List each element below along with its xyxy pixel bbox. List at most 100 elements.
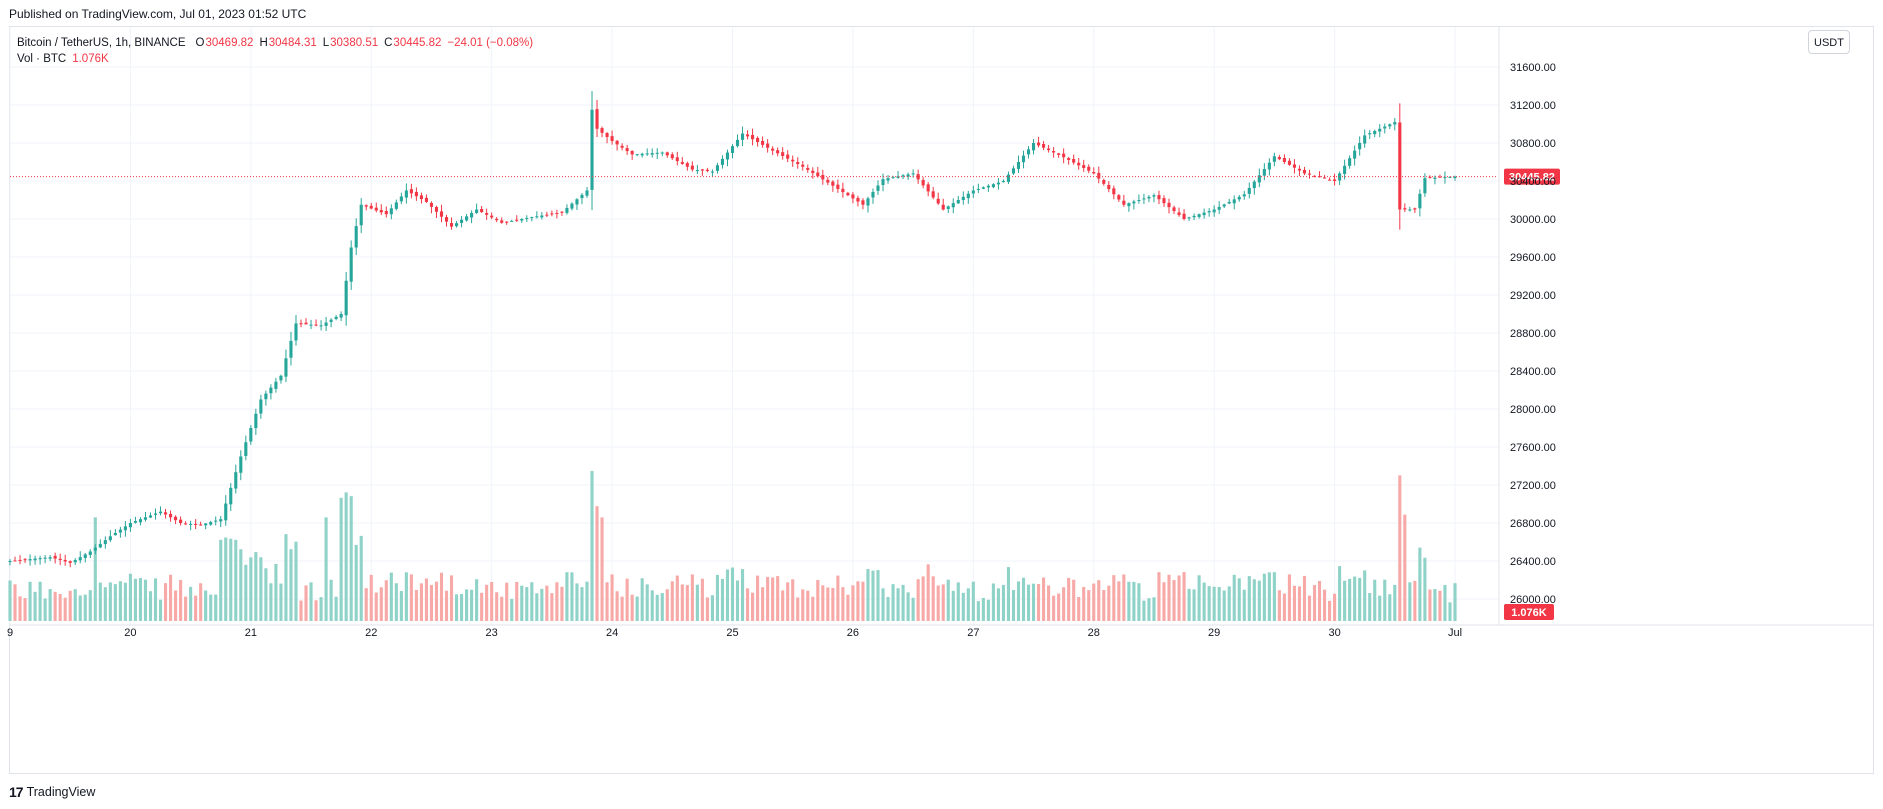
candle-body — [781, 152, 785, 156]
candle-body — [68, 561, 72, 563]
candle-body — [299, 323, 303, 325]
candle-body — [901, 175, 905, 177]
published-caption: Published on TradingView.com, Jul 01, 20… — [9, 7, 307, 21]
currency-button[interactable]: USDT — [1808, 30, 1850, 54]
candle-body — [319, 325, 323, 327]
high-value: 30484.31 — [268, 37, 317, 49]
volume-bar — [665, 589, 669, 621]
volume-bar — [38, 581, 42, 621]
candle-body — [38, 558, 42, 560]
candle-body — [379, 209, 383, 213]
volume-bar — [1142, 600, 1146, 621]
candle-body — [1433, 177, 1437, 179]
volume-bar — [470, 589, 474, 621]
volume-bar — [986, 599, 990, 621]
candle-body — [1343, 165, 1347, 175]
volume-bar — [991, 583, 995, 621]
candle-body — [801, 164, 805, 167]
volume-bar — [1247, 576, 1251, 621]
candle-body — [244, 442, 248, 456]
candle-body — [745, 134, 750, 137]
volume-bar — [53, 591, 57, 621]
volume-bar — [720, 578, 725, 621]
high-key: H — [259, 37, 268, 49]
volume-bar — [138, 578, 143, 621]
candle-body — [78, 557, 82, 561]
candle-body — [575, 199, 579, 205]
candle-body — [1197, 214, 1201, 217]
volume-bar — [801, 589, 805, 621]
volume-bar — [836, 575, 840, 621]
candle-body — [389, 208, 393, 215]
volume-bar — [1132, 581, 1136, 621]
candle-body — [1257, 175, 1261, 183]
candle-body — [635, 154, 639, 156]
candle-body — [1282, 158, 1286, 162]
candle-body — [821, 175, 825, 180]
candle-body — [439, 211, 444, 217]
volume-bar — [1403, 514, 1407, 621]
candle-body — [284, 358, 288, 377]
candle-body — [133, 521, 137, 523]
candle-body — [309, 324, 313, 326]
volume-bar — [18, 596, 22, 621]
volume-bar — [846, 594, 850, 621]
volume-bar — [685, 585, 689, 621]
candle-body — [394, 202, 398, 209]
candle-body — [545, 214, 549, 216]
candle-body — [384, 211, 388, 215]
candle-body — [93, 547, 97, 551]
candle-body — [876, 185, 880, 191]
volume-bar — [981, 597, 985, 621]
footer-brand[interactable]: 17 TradingView — [9, 784, 95, 800]
candle-body — [846, 192, 850, 196]
candle-body — [916, 174, 920, 180]
volume-bar — [163, 583, 168, 621]
close-key: C — [384, 37, 393, 49]
candle-body — [1373, 130, 1377, 135]
candle-body — [535, 216, 539, 218]
candle-body — [1042, 144, 1046, 148]
volume-bar — [1358, 577, 1362, 621]
volume-bar — [520, 585, 524, 621]
y-tick-label: 26400.00 — [1510, 556, 1556, 568]
candle-body — [1443, 177, 1447, 179]
candle-body — [1222, 204, 1226, 207]
volume-bar — [48, 589, 52, 621]
last-price-badge — [1504, 168, 1560, 185]
candle-body — [660, 152, 664, 154]
volume-bar — [911, 597, 915, 621]
volume-bar — [118, 581, 122, 621]
volume-bar — [585, 581, 589, 621]
volume-bar — [705, 597, 709, 621]
volume-bar — [1006, 567, 1011, 621]
y-tick-label: 28800.00 — [1510, 328, 1556, 340]
candle-body — [595, 109, 599, 129]
volume-bar — [153, 578, 158, 621]
volume-bar — [1453, 583, 1457, 621]
volume-bar — [78, 595, 82, 621]
volume-bar — [630, 594, 634, 621]
volume-bar — [274, 563, 278, 621]
candle-body — [1112, 188, 1116, 195]
volume-bar — [1177, 575, 1181, 621]
volume-bar — [284, 534, 288, 621]
volume-bar — [806, 590, 810, 621]
volume-bar — [971, 581, 975, 621]
volume-bar — [1082, 586, 1086, 621]
candle-body — [460, 219, 464, 223]
volume-bar — [936, 585, 940, 621]
candle-body — [1448, 176, 1452, 178]
candle-body — [475, 209, 479, 213]
volume-bar — [364, 588, 368, 621]
volume-bar — [1112, 575, 1116, 621]
volume-bar — [169, 574, 173, 621]
volume-bar — [831, 587, 835, 621]
volume-bar — [329, 579, 333, 621]
candle-body — [229, 487, 233, 505]
candle-body — [324, 322, 328, 326]
candle-body — [710, 171, 714, 173]
volume-bar — [505, 582, 509, 621]
candle-body — [510, 220, 514, 222]
